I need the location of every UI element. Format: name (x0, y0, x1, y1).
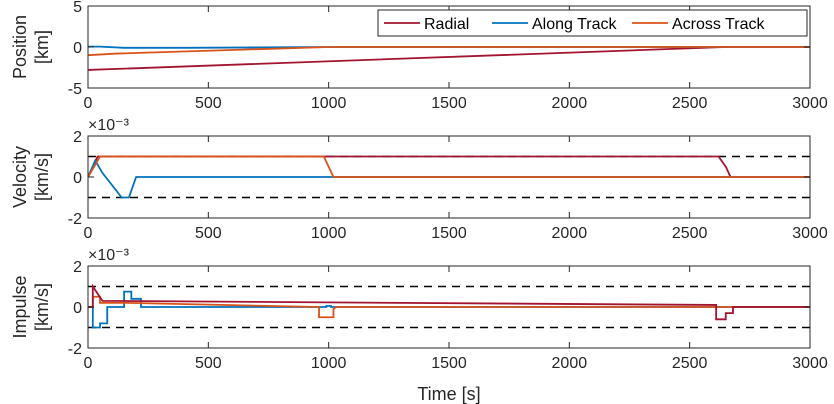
x-tick-label: 500 (195, 95, 222, 112)
y-axis-label-line: [km] (32, 30, 52, 64)
x-tick-label: 500 (195, 355, 222, 372)
y-axis-label-line: [km/s] (32, 283, 52, 331)
x-tick-label: 1000 (311, 355, 347, 372)
y-tick-label: 0 (73, 40, 82, 57)
y-axis-label-line: Position (10, 15, 30, 79)
x-tick-label: 1000 (311, 225, 347, 242)
x-tick-label: 3000 (792, 225, 828, 242)
x-tick-label: 0 (84, 355, 93, 372)
legend-box (377, 9, 808, 37)
legend: Radial Along Track Across Track (377, 9, 808, 37)
y-tick-label: 0 (73, 170, 82, 187)
panel-3: 0 500 1000 1500 2000 2500 3000-202×10⁻³Impulse… (10, 247, 828, 404)
y-tick-label: -2 (68, 341, 82, 358)
legend-label-along: Along Track (532, 16, 617, 33)
x-tick-label: 2000 (552, 225, 588, 242)
x-tick-label: 2500 (672, 225, 708, 242)
x-tick-label: 1500 (431, 95, 467, 112)
y-axis-label: Position [km] (10, 15, 52, 79)
y-axis-label-line: [km/s] (32, 153, 52, 201)
y-tick-label: -5 (68, 81, 82, 98)
x-tick-label: 0 (84, 95, 93, 112)
y-tick-label: 2 (73, 259, 82, 276)
x-tick-label: 1500 (431, 355, 467, 372)
y-axis-label-line: Impulse (10, 275, 30, 338)
y-tick-label: 2 (73, 129, 82, 146)
x-tick-label: 2000 (552, 355, 588, 372)
legend-label-across: Across Track (672, 16, 765, 33)
x-tick-label: 500 (195, 225, 222, 242)
y-tick-label: 5 (73, 0, 82, 16)
x-tick-label: 1500 (431, 225, 467, 242)
x-tick-label: 1000 (311, 95, 347, 112)
x-axis-label: Time [s] (417, 384, 480, 404)
series-line-along (88, 290, 810, 329)
series-line-across (88, 46, 810, 57)
series-line-across (88, 155, 810, 178)
y-tick-label: -2 (68, 211, 82, 228)
legend-label-radial: Radial (424, 16, 469, 33)
series-line-radial (88, 283, 810, 321)
panel-2: 0 500 1000 1500 2000 2500 3000-202×10⁻³Velocit… (10, 117, 828, 242)
x-tick-label: 3000 (792, 355, 828, 372)
x-tick-label: 2500 (672, 355, 708, 372)
x-tick-label: 2000 (552, 95, 588, 112)
y-exponent-label: ×10⁻³ (88, 117, 130, 134)
y-tick-label: 0 (73, 300, 82, 317)
y-exponent-label: ×10⁻³ (88, 247, 130, 264)
x-tick-label: 0 (84, 225, 93, 242)
y-axis-label: Impulse [km/s] (10, 275, 52, 338)
y-axis-label: Velocity [km/s] (10, 146, 52, 208)
y-axis-label-line: Velocity (10, 146, 30, 208)
x-tick-label: 3000 (792, 95, 828, 112)
x-tick-label: 2500 (672, 95, 708, 112)
